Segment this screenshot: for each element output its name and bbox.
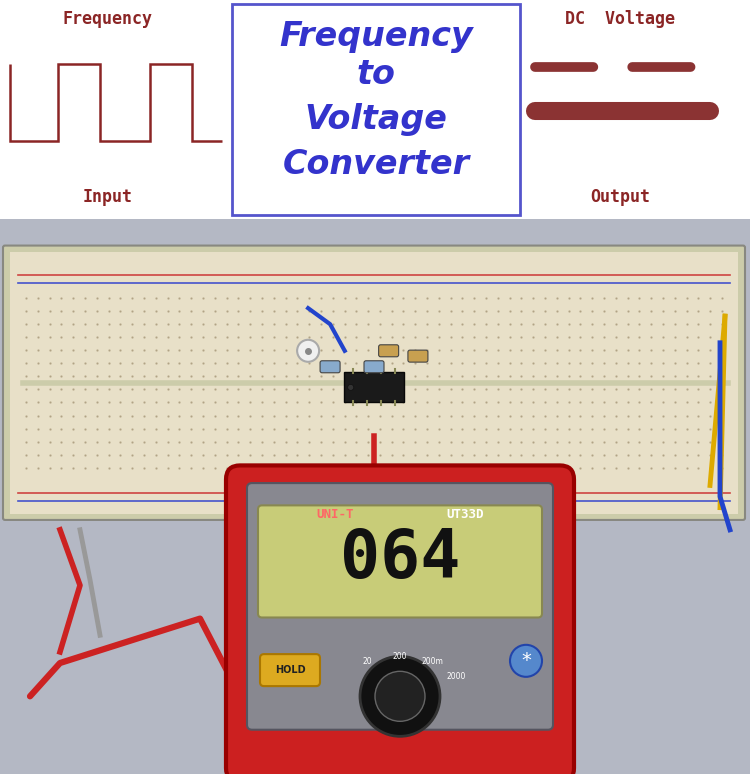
Text: DC  Voltage: DC Voltage [565, 10, 675, 28]
FancyBboxPatch shape [379, 344, 399, 357]
Text: 200: 200 [393, 652, 407, 661]
FancyBboxPatch shape [10, 252, 738, 514]
FancyBboxPatch shape [344, 372, 404, 402]
Text: 20: 20 [363, 657, 372, 666]
FancyBboxPatch shape [364, 361, 384, 373]
Ellipse shape [375, 671, 425, 721]
FancyBboxPatch shape [3, 245, 745, 520]
Text: Frequency: Frequency [63, 10, 153, 28]
Text: Frequency: Frequency [279, 19, 472, 53]
Text: HOLD: HOLD [274, 665, 305, 675]
FancyBboxPatch shape [320, 361, 340, 373]
Text: UNI-T: UNI-T [316, 508, 354, 521]
Text: Output: Output [590, 188, 650, 206]
Text: 200m: 200m [422, 657, 443, 666]
Ellipse shape [297, 340, 319, 361]
FancyBboxPatch shape [408, 350, 428, 362]
FancyBboxPatch shape [247, 483, 553, 730]
FancyBboxPatch shape [226, 465, 574, 774]
Text: Input: Input [83, 188, 133, 206]
FancyBboxPatch shape [260, 654, 320, 686]
Text: 064: 064 [340, 526, 460, 592]
Text: UT33D: UT33D [446, 508, 484, 521]
FancyBboxPatch shape [232, 4, 520, 215]
Ellipse shape [510, 645, 542, 676]
Text: Voltage: Voltage [304, 102, 448, 135]
Text: Converter: Converter [283, 148, 470, 180]
Ellipse shape [348, 385, 354, 390]
FancyBboxPatch shape [258, 505, 542, 618]
Text: to: to [356, 57, 395, 91]
Text: *: * [521, 652, 531, 670]
Ellipse shape [360, 656, 440, 736]
Text: 2000: 2000 [446, 672, 466, 681]
